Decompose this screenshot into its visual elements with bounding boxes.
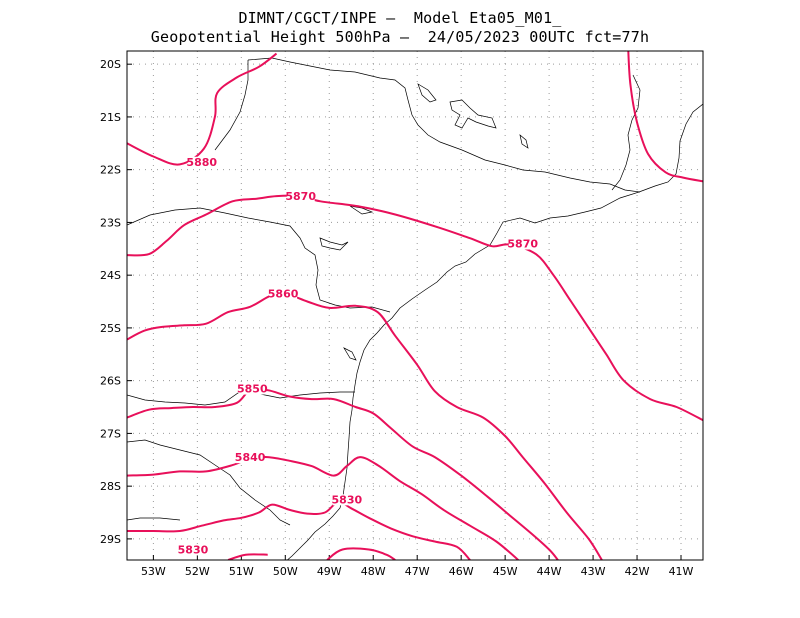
contour-label-bg [332, 494, 361, 506]
contour-label-bg [269, 288, 298, 300]
contour-label-bg [286, 191, 315, 203]
contour-5860 [127, 293, 603, 560]
contour-label: 5850 [237, 383, 268, 396]
state-border-6 [127, 517, 181, 521]
lon-tick-label: 47W [405, 565, 430, 578]
contour-label: 5840 [235, 451, 266, 464]
lon-tick-label: 53W [141, 565, 166, 578]
contour-5820 [326, 547, 396, 560]
coastlines [127, 57, 703, 560]
state-border-1 [247, 57, 641, 193]
lake-6 [343, 347, 357, 361]
lat-tick-label: 23S [100, 216, 121, 229]
contour-label-bg [187, 156, 216, 168]
contour-label: 5830 [332, 493, 363, 506]
lon-tick-label: 44W [537, 565, 562, 578]
contour-5830 [127, 500, 471, 560]
contour-label: 5870 [285, 190, 316, 203]
grid-lines [127, 51, 703, 560]
contour-label-bg [238, 383, 267, 395]
contour-label: 5880 [186, 156, 217, 169]
contour-5840 [127, 456, 519, 560]
contour-label-bg [508, 238, 537, 250]
lon-tick-label: 50W [273, 565, 298, 578]
contour-5880 [127, 52, 278, 166]
map-title-line-2: Geopotential Height 500hPa – 24/05/2023 … [150, 28, 650, 46]
state-border-2 [611, 74, 641, 191]
lat-tick-label: 29S [100, 533, 121, 546]
lat-tick-label: 22S [100, 164, 121, 177]
lat-tick-label: 26S [100, 375, 121, 388]
contour-5880 [627, 51, 703, 183]
lon-tick-label: 48W [361, 565, 386, 578]
lat-tick-label: 20S [100, 58, 121, 71]
contour-label-bg [236, 452, 265, 464]
contour-label-bg [178, 544, 207, 556]
lake-1 [449, 99, 497, 129]
lat-tick-label: 25S [100, 322, 121, 335]
state-border-4 [127, 391, 355, 406]
lake-2 [417, 83, 437, 103]
contour-5820 [227, 553, 268, 560]
coastline-brazil [286, 103, 703, 560]
state-border-3 [127, 207, 391, 313]
map-frame [126, 50, 704, 561]
lon-tick-label: 46W [449, 565, 474, 578]
state-border-7 [214, 60, 249, 151]
lon-tick-label: 41W [669, 565, 694, 578]
lake-4 [349, 205, 374, 215]
lon-tick-label: 45W [493, 565, 518, 578]
state-border-5 [127, 439, 291, 526]
contour-label: 5830 [178, 543, 209, 556]
lake-5 [519, 134, 529, 149]
lat-tick-label: 24S [100, 269, 121, 282]
tick-labels: 53W 52W 51W 50W 49W 48W 47W 46W 45W 44W 43W 42W 41W 2… [100, 58, 694, 578]
contour-labels: 5880 5870 5870 5860 5850 5840 5830 5830 [178, 156, 539, 557]
contour-label: 5870 [507, 238, 538, 251]
map-title-line-1: DIMNT/CGCT/INPE – Model Eta05_M01_ [238, 9, 562, 27]
contour-label: 5860 [268, 288, 299, 301]
lat-tick-label: 21S [100, 111, 121, 124]
contour-5850 [127, 387, 559, 560]
lat-tick-label: 28S [100, 480, 121, 493]
lon-tick-label: 52W [185, 565, 210, 578]
lon-tick-label: 42W [625, 565, 650, 578]
lon-tick-label: 49W [317, 565, 342, 578]
lon-tick-label: 43W [581, 565, 606, 578]
contour-5870 [127, 194, 703, 422]
lake-3 [319, 237, 349, 251]
contour-lines [127, 51, 703, 560]
lat-tick-label: 27S [100, 427, 121, 440]
lon-tick-label: 51W [229, 565, 254, 578]
